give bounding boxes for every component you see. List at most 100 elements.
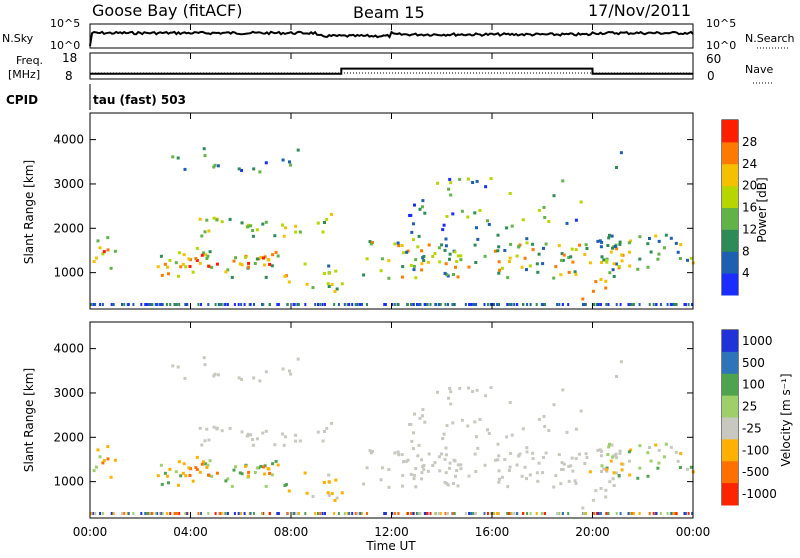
power-cell	[475, 226, 478, 230]
velocity-colorbar-segment	[722, 330, 738, 353]
velocity-cell	[270, 473, 274, 477]
power-cell	[664, 233, 668, 237]
velocity-cell	[262, 512, 265, 515]
velocity-cell	[287, 489, 291, 493]
power-cell	[402, 251, 405, 255]
power-cell	[405, 250, 409, 254]
power-cell	[232, 259, 236, 263]
power-cell	[612, 262, 616, 266]
velocity-cell	[361, 512, 363, 515]
power-cell	[264, 275, 268, 279]
velocity-cell	[561, 388, 565, 392]
power-cell	[654, 234, 658, 238]
velocity-cell	[412, 431, 415, 435]
power-cell	[615, 303, 618, 306]
velocity-cell	[165, 512, 168, 515]
velocity-cell	[203, 363, 207, 367]
velocity-cell	[176, 365, 180, 369]
velocity-cell	[459, 467, 463, 471]
power-cell	[421, 199, 425, 203]
velocity-cell	[605, 468, 609, 472]
velocity-cell	[408, 423, 412, 426]
velocity-cell	[468, 512, 471, 515]
x-tick-label: 20:00	[575, 525, 610, 539]
power-cell	[440, 243, 444, 247]
power-cell	[366, 303, 368, 306]
velocity-cell	[351, 512, 354, 515]
velocity-cell	[664, 442, 668, 446]
power-cell	[240, 263, 244, 267]
power-cell	[168, 258, 172, 262]
velocity-cell	[600, 449, 604, 453]
power-cell	[620, 259, 624, 263]
power-cell	[467, 177, 470, 181]
power-cell	[674, 303, 677, 306]
velocity-cell	[126, 512, 129, 515]
power-cell	[466, 215, 470, 219]
velocity-cell	[343, 512, 346, 515]
velocity-cell	[620, 462, 624, 466]
power-cell	[483, 254, 487, 258]
power-cell	[597, 303, 600, 306]
velocity-cell	[449, 402, 453, 406]
power-cell	[205, 218, 209, 222]
velocity-colorbar-tick: 500	[742, 356, 765, 370]
power-cell	[252, 167, 256, 171]
velocity-cell	[397, 453, 401, 457]
velocity-cell	[396, 450, 400, 454]
velocity-cell	[253, 512, 255, 515]
y-tick-label: 3000	[53, 386, 84, 400]
velocity-cell	[163, 471, 167, 475]
power-cell	[444, 262, 448, 266]
velocity-cell	[476, 446, 480, 450]
velocity-cell	[140, 512, 143, 515]
velocity-cell	[184, 474, 188, 478]
velocity-cell	[594, 489, 598, 493]
velocity-cell	[453, 459, 457, 463]
velocity-cell	[274, 459, 278, 463]
velocity-cell	[160, 482, 164, 486]
velocity-colorbar-segment	[722, 483, 738, 506]
power-cell	[267, 258, 271, 262]
power-cell	[497, 271, 501, 275]
power-cell	[132, 303, 135, 306]
power-cell	[451, 212, 455, 216]
power-cell	[160, 303, 163, 306]
velocity-cell	[380, 466, 384, 470]
power-cell	[599, 303, 602, 306]
velocity-cell	[544, 512, 546, 515]
velocity-cell	[123, 512, 126, 515]
power-cell	[476, 237, 480, 241]
velocity-cell	[348, 512, 351, 515]
velocity-cell	[445, 424, 449, 427]
nave-label: Nave	[745, 63, 773, 76]
power-cell	[508, 192, 512, 195]
velocity-cell	[433, 461, 437, 465]
velocity-cell	[579, 409, 583, 413]
power-cell	[106, 236, 110, 240]
velocity-cell	[216, 373, 220, 377]
velocity-cell	[525, 477, 528, 481]
velocity-cell	[391, 512, 394, 515]
velocity-cell	[294, 439, 298, 443]
velocity-cell	[121, 512, 123, 515]
velocity-cell	[525, 450, 529, 454]
power-cell	[246, 223, 250, 227]
velocity-cell	[609, 459, 613, 463]
velocity-cell	[234, 465, 238, 469]
velocity-cell	[240, 377, 243, 381]
velocity-cell	[599, 454, 603, 458]
power-cell	[510, 303, 513, 306]
power-cell	[493, 303, 495, 306]
velocity-cell	[484, 394, 488, 398]
power-cell	[431, 255, 435, 258]
velocity-cell	[246, 432, 250, 436]
velocity-cell	[449, 390, 453, 394]
power-cell	[472, 303, 474, 306]
velocity-cell	[436, 390, 439, 394]
velocity-cell	[200, 512, 202, 515]
power-cell	[247, 261, 251, 265]
power-cell	[198, 217, 202, 221]
velocity-cell	[101, 512, 104, 515]
nsearch-tick-high: 10^5	[706, 17, 736, 30]
